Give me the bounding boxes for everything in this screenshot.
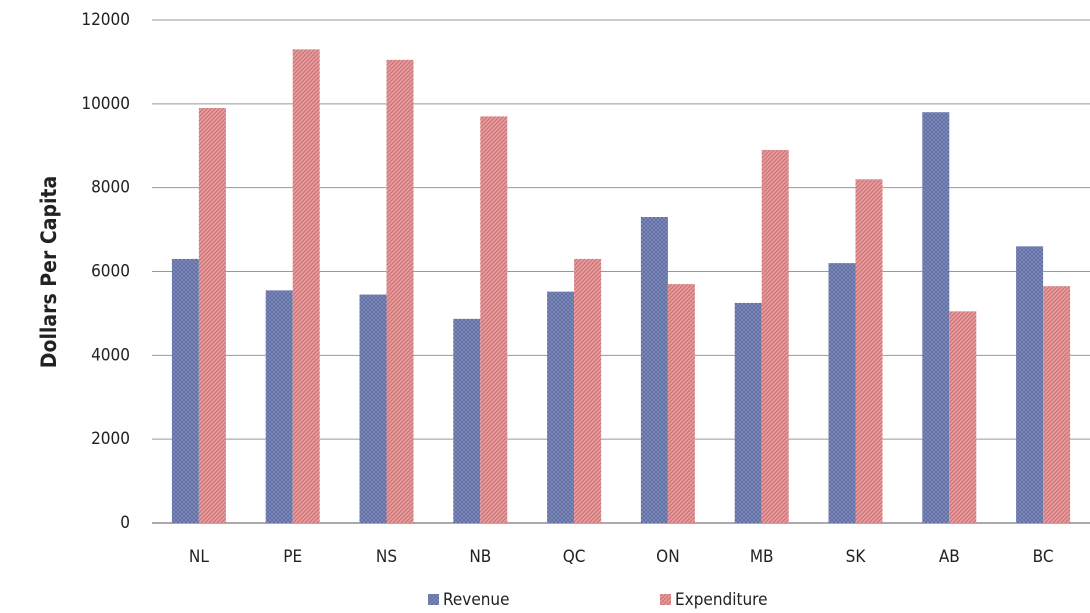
bar bbox=[292, 49, 320, 523]
bar bbox=[359, 294, 387, 523]
bar bbox=[386, 59, 414, 524]
y-tick-label: 12000 bbox=[81, 10, 130, 30]
x-tick-label: ON bbox=[656, 547, 679, 567]
x-tick-label: QC bbox=[563, 547, 586, 567]
bar bbox=[453, 318, 481, 523]
x-tick-label: NS bbox=[376, 547, 397, 567]
bar bbox=[1043, 286, 1071, 523]
bar bbox=[1016, 246, 1044, 523]
y-axis-title: Dollars Per Capita bbox=[37, 176, 61, 368]
bar bbox=[265, 290, 293, 523]
x-tick-label: NL bbox=[189, 547, 209, 567]
legend-swatch bbox=[660, 594, 671, 605]
y-tick-label: 0 bbox=[120, 513, 130, 533]
y-tick-label: 8000 bbox=[91, 178, 130, 198]
bar bbox=[547, 291, 575, 523]
y-tick-label: 4000 bbox=[91, 345, 130, 365]
bar bbox=[480, 116, 508, 524]
bar bbox=[171, 258, 199, 523]
bar bbox=[667, 284, 695, 523]
x-tick-label: NB bbox=[469, 547, 491, 567]
x-tick-label: PE bbox=[283, 547, 302, 567]
y-tick-label: 10000 bbox=[81, 94, 130, 114]
y-tick-label: 2000 bbox=[91, 429, 130, 449]
bar bbox=[855, 179, 883, 524]
bar bbox=[734, 302, 762, 523]
bar bbox=[922, 112, 950, 523]
legend-label: Expenditure bbox=[675, 590, 768, 610]
legend-label: Revenue bbox=[443, 590, 510, 610]
x-tick-label: BC bbox=[1033, 547, 1054, 567]
bar bbox=[198, 108, 226, 524]
bar bbox=[761, 149, 789, 524]
bar bbox=[640, 217, 668, 523]
y-tick-label: 6000 bbox=[91, 262, 130, 282]
bar bbox=[949, 311, 977, 523]
x-tick-label: AB bbox=[939, 547, 960, 567]
bar bbox=[828, 263, 856, 523]
x-tick-label: SK bbox=[846, 547, 867, 567]
legend-swatch bbox=[428, 594, 439, 605]
x-tick-label: MB bbox=[750, 547, 774, 567]
bar bbox=[574, 258, 602, 523]
